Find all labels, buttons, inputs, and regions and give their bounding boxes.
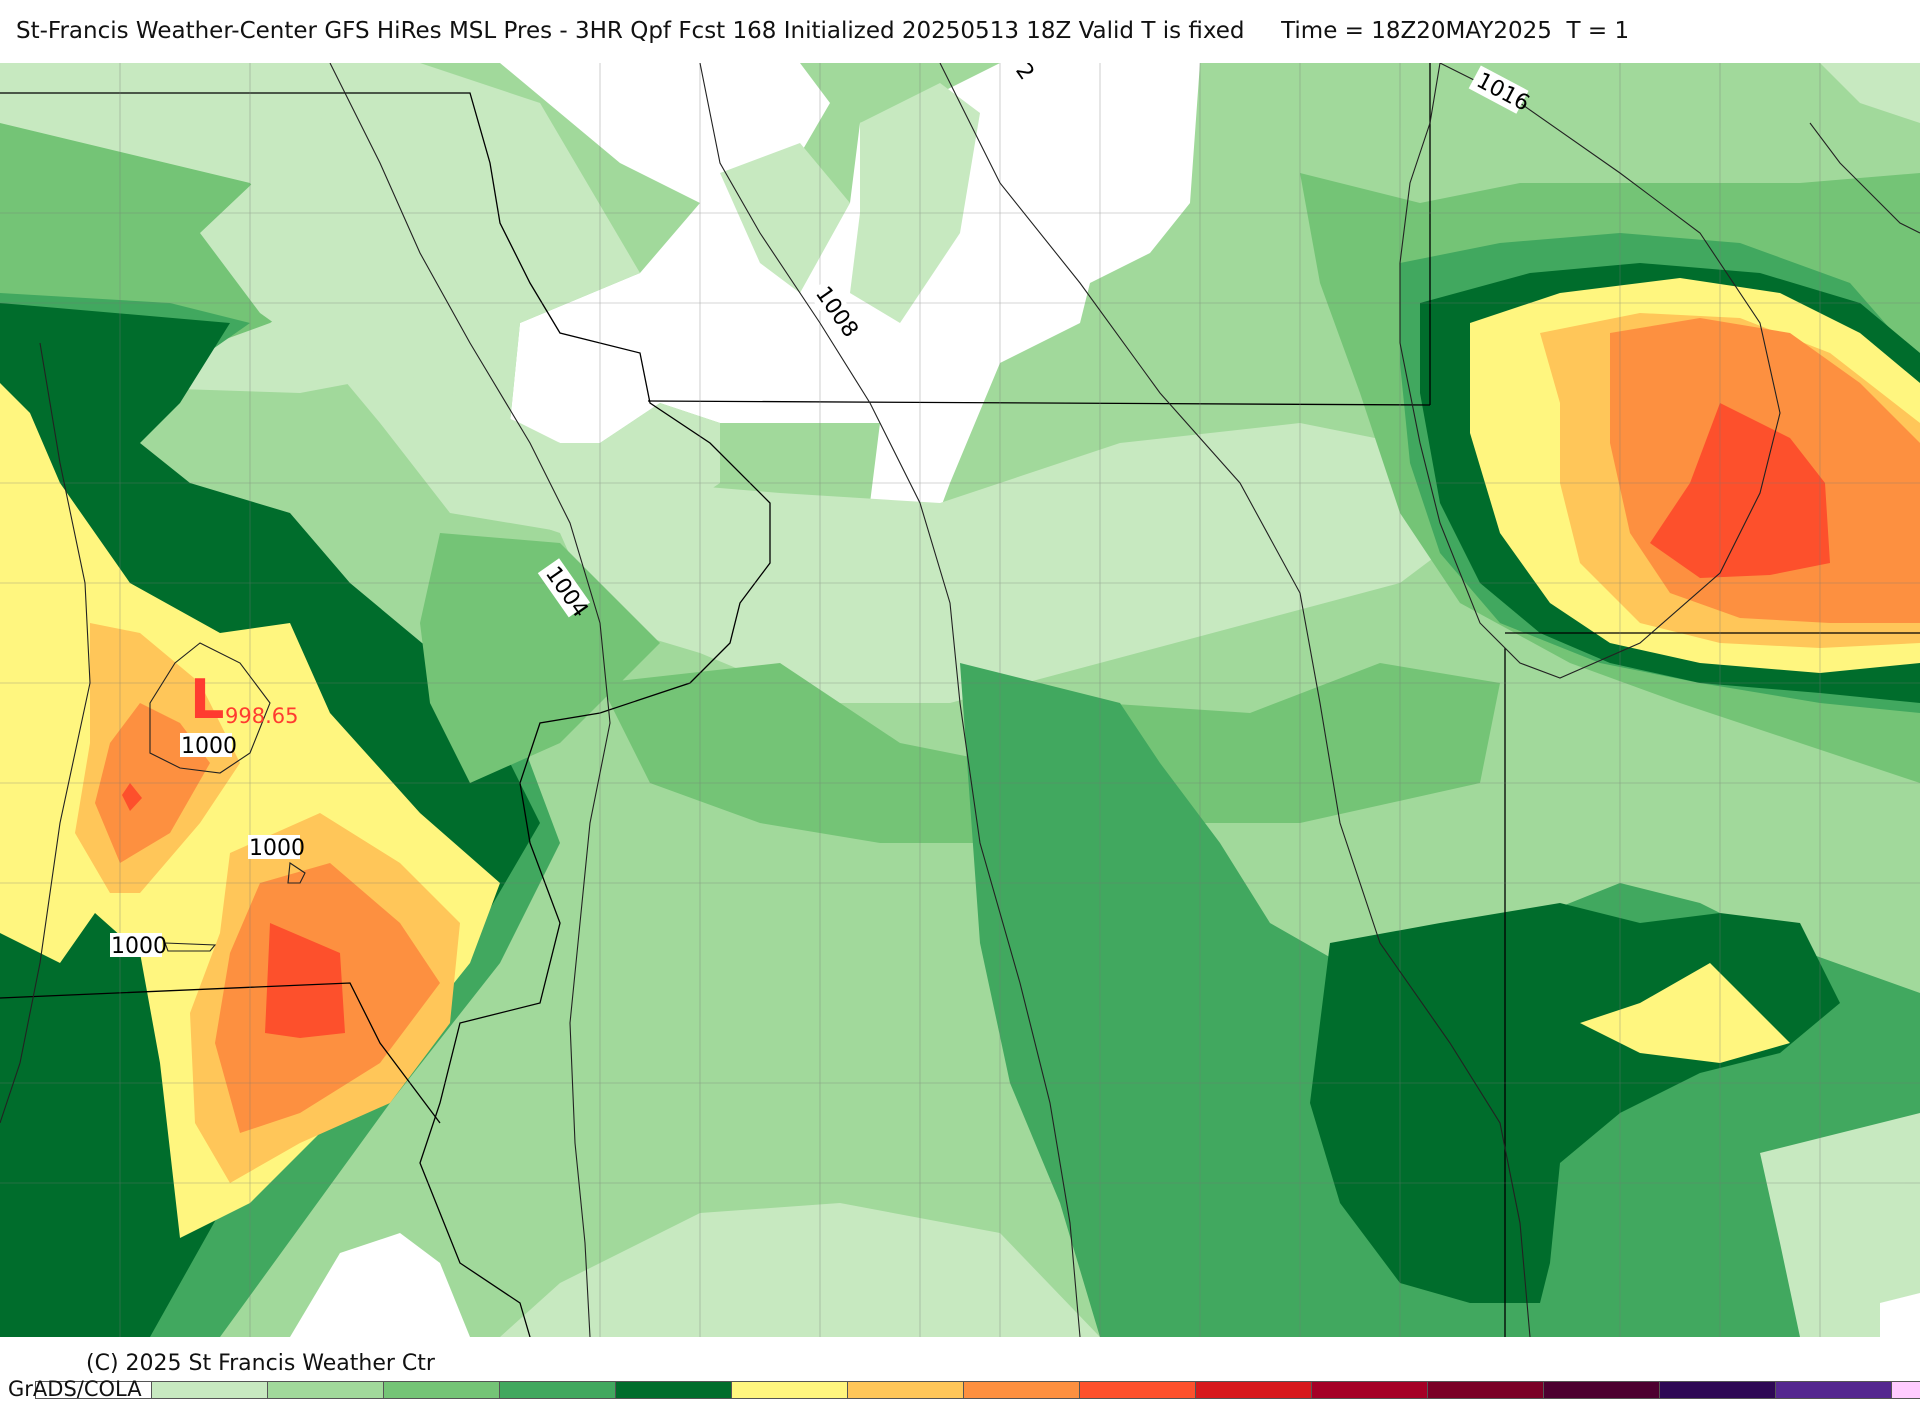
qpf-area-east-magenta <box>1880 1293 1920 1337</box>
isobar-1004 <box>329 63 611 1337</box>
qpf-color-scale <box>35 1381 1920 1399</box>
qpf-area-west-red <box>122 783 345 1038</box>
grads-label: GrADS/COLA <box>8 1377 142 1401</box>
copyright-text: (C) 2025 St Francis Weather Ctr <box>86 1351 435 1376</box>
title-bar: St-Francis Weather-Center GFS HiRes MSL … <box>0 0 1920 63</box>
isobar-1000-a <box>0 342 91 1124</box>
color-scale-cell <box>268 1382 384 1398</box>
isobar-1012 <box>939 63 1531 1337</box>
map-title: St-Francis Weather-Center GFS HiRes MSL … <box>16 18 1630 44</box>
qpf-area-southwest-light <box>500 1203 1100 1337</box>
isobar-1008 <box>699 63 1081 1337</box>
isobar-label-1000-b: 1000 <box>249 836 305 861</box>
isobar-1000-b <box>149 642 271 774</box>
state-borders <box>0 63 1920 1337</box>
county-lines <box>0 63 1920 1337</box>
isobar-1020 <box>1809 122 1920 234</box>
qpf-area-west-orange <box>95 703 440 1133</box>
color-scale-cell <box>500 1382 616 1398</box>
qpf-area-east-lightgreen <box>1760 1113 1920 1337</box>
qpf-area-southwest-white <box>290 1233 470 1337</box>
weather-map: 1000 1000 1000 1004 1008 1016 2 L 998.65 <box>0 63 1920 1337</box>
isobars <box>0 63 1920 1337</box>
color-scale-cell <box>1776 1382 1892 1398</box>
qpf-area-east-top-light <box>1820 63 1920 123</box>
color-scale-cell <box>1544 1382 1660 1398</box>
color-scale-cell <box>1892 1382 1920 1398</box>
color-scale-cell <box>848 1382 964 1398</box>
footer: (C) 2025 St Francis Weather Ctr GrADS/CO… <box>0 1337 1920 1401</box>
color-scale-cell <box>1196 1382 1312 1398</box>
color-scale-cell <box>36 1382 152 1398</box>
qpf-area-north-ribbon <box>720 83 980 323</box>
qpf-area-southeast-yellow <box>1580 963 1790 1063</box>
isobar-1016 <box>1399 63 1781 679</box>
low-pressure-value: 998.65 <box>225 704 298 728</box>
color-scale-cell <box>732 1382 848 1398</box>
color-scale-cell <box>1080 1382 1196 1398</box>
qpf-area-central-light <box>380 363 1480 703</box>
color-scale-cell <box>964 1382 1080 1398</box>
color-scale-cell <box>1312 1382 1428 1398</box>
isobar-label-1000-a: 1000 <box>181 734 237 759</box>
isobar-1000-d <box>164 942 217 952</box>
isobar-label-1000-c: 1000 <box>111 934 167 959</box>
qpf-area-northeast-red <box>1650 403 1830 578</box>
color-scale-cell <box>1428 1382 1544 1398</box>
color-scale-cell <box>616 1382 732 1398</box>
qpf-area-central-green <box>420 533 1500 843</box>
color-scale-cell <box>1660 1382 1776 1398</box>
color-scale-cell <box>152 1382 268 1398</box>
low-pressure-letter: L <box>190 668 224 731</box>
qpf-area-north-lightgreen <box>200 63 720 533</box>
isobar-1000-c <box>287 862 306 884</box>
color-scale-cell <box>384 1382 500 1398</box>
